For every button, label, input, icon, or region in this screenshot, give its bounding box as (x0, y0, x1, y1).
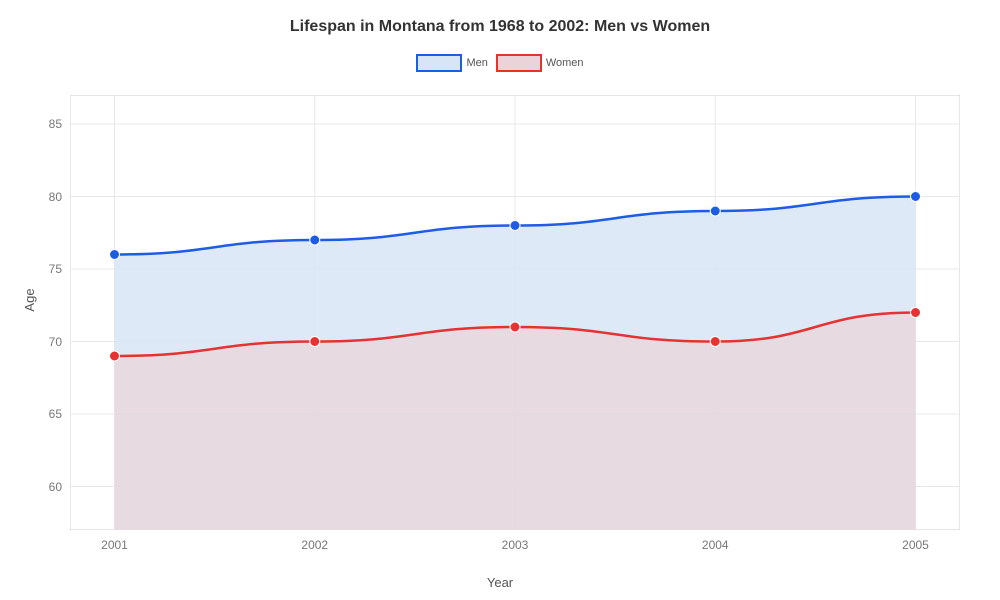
y-tick: 85 (49, 117, 62, 131)
legend: Men Women (0, 54, 1000, 72)
y-tick: 70 (49, 335, 62, 349)
legend-item-women: Women (496, 54, 584, 72)
plot-svg (70, 95, 960, 530)
legend-item-men: Men (416, 54, 487, 72)
x-tick: 2002 (301, 538, 328, 552)
plot-area: 60657075808520012002200320042005 (70, 95, 960, 530)
legend-swatch-men (416, 54, 462, 72)
y-tick: 75 (49, 262, 62, 276)
x-tick: 2001 (101, 538, 128, 552)
y-tick: 65 (49, 407, 62, 421)
chart-title: Lifespan in Montana from 1968 to 2002: M… (0, 0, 1000, 36)
legend-label-men: Men (466, 57, 487, 69)
y-tick: 60 (49, 480, 62, 494)
x-tick: 2004 (702, 538, 729, 552)
chart-container: Lifespan in Montana from 1968 to 2002: M… (0, 0, 1000, 600)
legend-swatch-women (496, 54, 542, 72)
y-tick: 80 (49, 190, 62, 204)
x-tick: 2003 (502, 538, 529, 552)
x-axis-label: Year (487, 575, 513, 590)
legend-label-women: Women (546, 57, 584, 69)
x-tick: 2005 (902, 538, 929, 552)
y-axis-label: Age (22, 288, 37, 311)
